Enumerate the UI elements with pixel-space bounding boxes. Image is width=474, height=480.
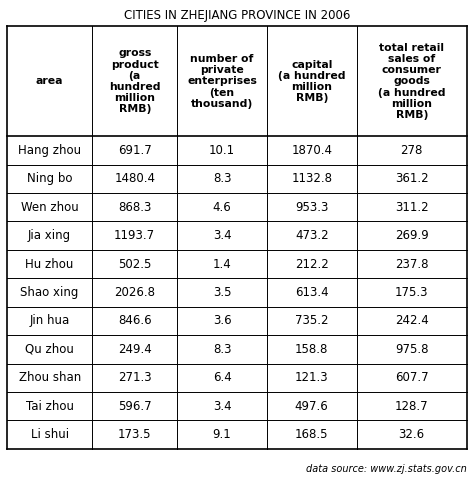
Text: 3.4: 3.4: [213, 400, 231, 413]
Text: 1132.8: 1132.8: [291, 172, 332, 185]
Text: area: area: [36, 76, 64, 86]
Text: 242.4: 242.4: [395, 314, 428, 327]
Text: 175.3: 175.3: [395, 286, 428, 299]
Text: 158.8: 158.8: [295, 343, 328, 356]
Text: Hang zhou: Hang zhou: [18, 144, 81, 157]
Text: 8.3: 8.3: [213, 343, 231, 356]
Text: 249.4: 249.4: [118, 343, 152, 356]
Text: capital
(a hundred
million
RMB): capital (a hundred million RMB): [278, 60, 346, 103]
Text: 3.4: 3.4: [213, 229, 231, 242]
Text: 473.2: 473.2: [295, 229, 328, 242]
Text: Hu zhou: Hu zhou: [26, 258, 74, 271]
Text: data source: www.zj.stats.gov.cn: data source: www.zj.stats.gov.cn: [306, 464, 467, 474]
Text: 1480.4: 1480.4: [114, 172, 155, 185]
Text: 735.2: 735.2: [295, 314, 328, 327]
Text: 271.3: 271.3: [118, 371, 152, 384]
Text: Zhou shan: Zhou shan: [18, 371, 81, 384]
Text: 691.7: 691.7: [118, 144, 152, 157]
Text: Jin hua: Jin hua: [29, 314, 70, 327]
Text: 607.7: 607.7: [395, 371, 428, 384]
Text: 1193.7: 1193.7: [114, 229, 155, 242]
Text: 121.3: 121.3: [295, 371, 328, 384]
Text: 173.5: 173.5: [118, 428, 152, 441]
Text: 1870.4: 1870.4: [291, 144, 332, 157]
Text: gross
product
(a
hundred
million
RMB): gross product (a hundred million RMB): [109, 48, 160, 114]
Text: 502.5: 502.5: [118, 258, 151, 271]
Text: 846.6: 846.6: [118, 314, 152, 327]
Text: 953.3: 953.3: [295, 201, 328, 214]
Text: 3.5: 3.5: [213, 286, 231, 299]
Text: 32.6: 32.6: [399, 428, 425, 441]
Text: 10.1: 10.1: [209, 144, 235, 157]
Text: 212.2: 212.2: [295, 258, 328, 271]
Text: 128.7: 128.7: [395, 400, 428, 413]
Text: Tai zhou: Tai zhou: [26, 400, 73, 413]
Text: 278: 278: [401, 144, 423, 157]
Text: 596.7: 596.7: [118, 400, 152, 413]
Text: Jia xing: Jia xing: [28, 229, 71, 242]
Text: total retail
sales of
consumer
goods
(a hundred
million
RMB): total retail sales of consumer goods (a …: [378, 43, 446, 120]
Text: 497.6: 497.6: [295, 400, 328, 413]
Text: Wen zhou: Wen zhou: [21, 201, 79, 214]
Text: 3.6: 3.6: [213, 314, 231, 327]
Text: 1.4: 1.4: [213, 258, 231, 271]
Text: 8.3: 8.3: [213, 172, 231, 185]
Text: 2026.8: 2026.8: [114, 286, 155, 299]
Text: 868.3: 868.3: [118, 201, 151, 214]
Text: 269.9: 269.9: [395, 229, 428, 242]
Text: CITIES IN ZHEJIANG PROVINCE IN 2006: CITIES IN ZHEJIANG PROVINCE IN 2006: [124, 9, 350, 22]
Text: Qu zhou: Qu zhou: [25, 343, 74, 356]
Text: 975.8: 975.8: [395, 343, 428, 356]
Text: 4.6: 4.6: [213, 201, 231, 214]
Text: 6.4: 6.4: [213, 371, 231, 384]
Text: 9.1: 9.1: [213, 428, 231, 441]
Text: 613.4: 613.4: [295, 286, 328, 299]
Text: 311.2: 311.2: [395, 201, 428, 214]
Text: 168.5: 168.5: [295, 428, 328, 441]
Text: Ning bo: Ning bo: [27, 172, 73, 185]
Text: Li shui: Li shui: [31, 428, 69, 441]
Text: 237.8: 237.8: [395, 258, 428, 271]
Text: number of
private
enterprises
(ten
thousand): number of private enterprises (ten thous…: [187, 54, 257, 108]
Text: 361.2: 361.2: [395, 172, 428, 185]
Text: Shao xing: Shao xing: [20, 286, 79, 299]
